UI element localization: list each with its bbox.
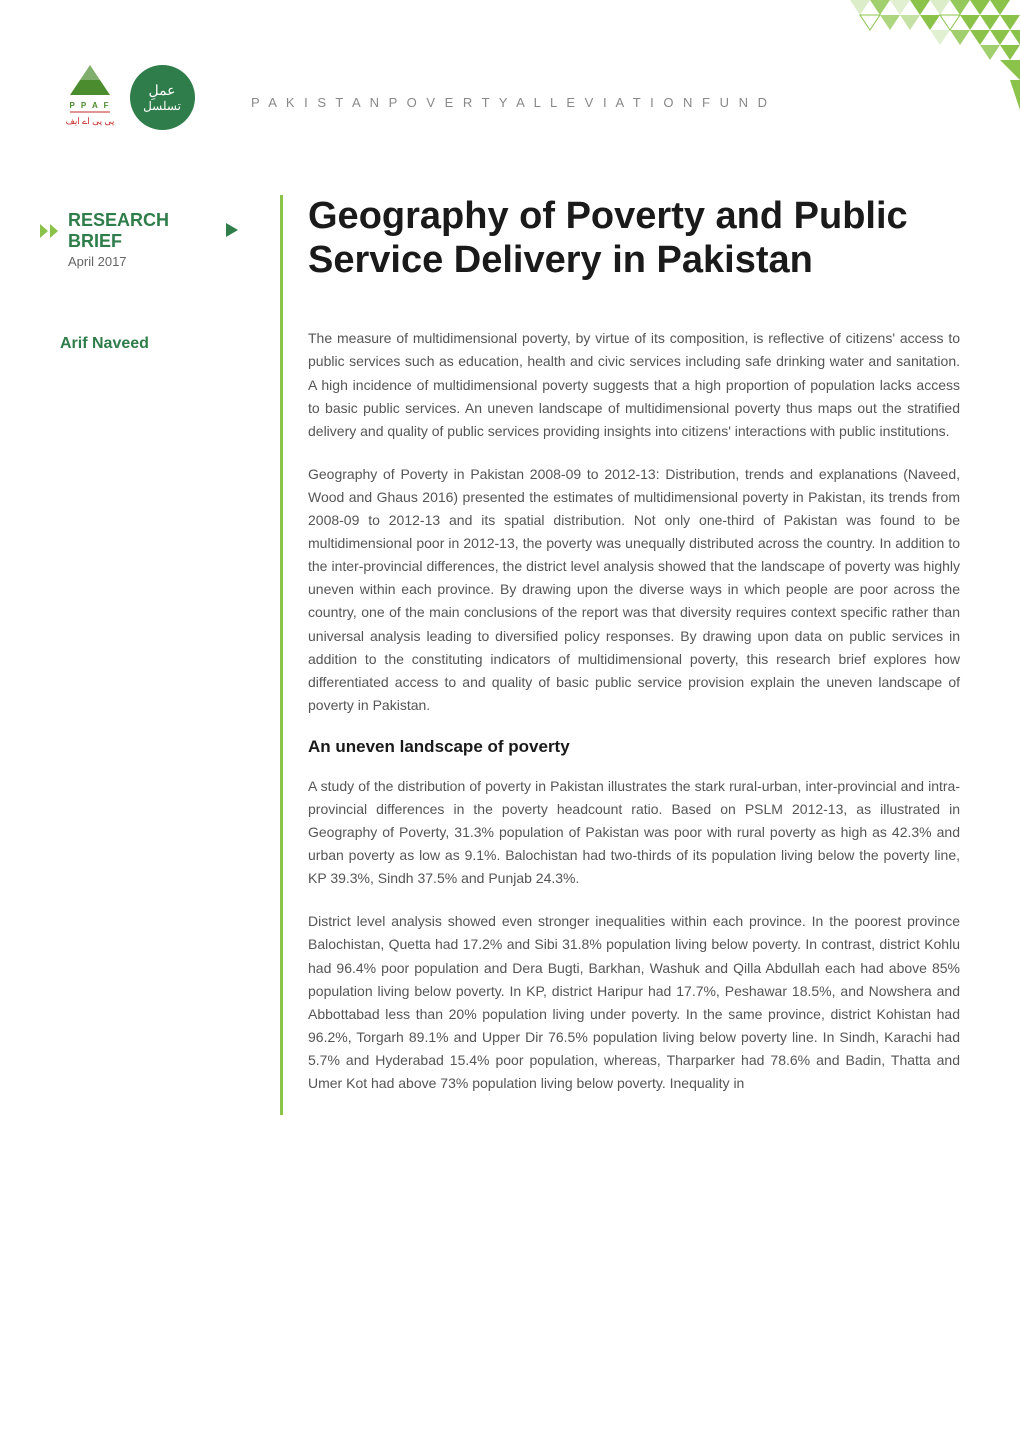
paragraph-4: District level analysis showed even stro… (308, 910, 960, 1095)
paragraph-3: A study of the distribution of poverty i… (308, 775, 960, 890)
brand-text: P A K I S T A N P O V E R T Y A L L E V … (251, 95, 770, 110)
svg-text:پی پی اے ایف: پی پی اے ایف (66, 116, 115, 127)
research-brief-label-row: RESEARCH BRIEF (40, 210, 240, 252)
corner-triangle-decoration (770, 0, 1020, 140)
svg-text:عملِ: عملِ (148, 84, 175, 100)
date-label: April 2017 (68, 254, 240, 269)
paragraph-2: Geography of Poverty in Pakistan 2008-09… (308, 463, 960, 717)
svg-text:P P A F: P P A F (69, 101, 110, 110)
chevron-right-icon (226, 221, 240, 242)
section-heading-1: An uneven landscape of poverty (308, 737, 960, 757)
circular-logo-icon: عملِ تسلسل (130, 65, 195, 130)
page-title: Geography of Poverty and Public Service … (308, 195, 960, 282)
ppaf-logo-icon: P P A F پی پی اے ایف (60, 60, 120, 135)
svg-text:تسلسل: تسلسل (143, 99, 181, 113)
research-brief-block: RESEARCH BRIEF April 2017 (40, 210, 240, 269)
research-brief-label-text: RESEARCH BRIEF (68, 210, 220, 252)
author-name: Arif Naveed (60, 335, 149, 353)
logos-container: P P A F پی پی اے ایف عملِ تسلسل (60, 60, 195, 135)
main-content: Geography of Poverty and Public Service … (280, 195, 960, 1115)
chevron-left-icon (40, 224, 62, 238)
paragraph-1: The measure of multidimensional poverty,… (308, 327, 960, 442)
